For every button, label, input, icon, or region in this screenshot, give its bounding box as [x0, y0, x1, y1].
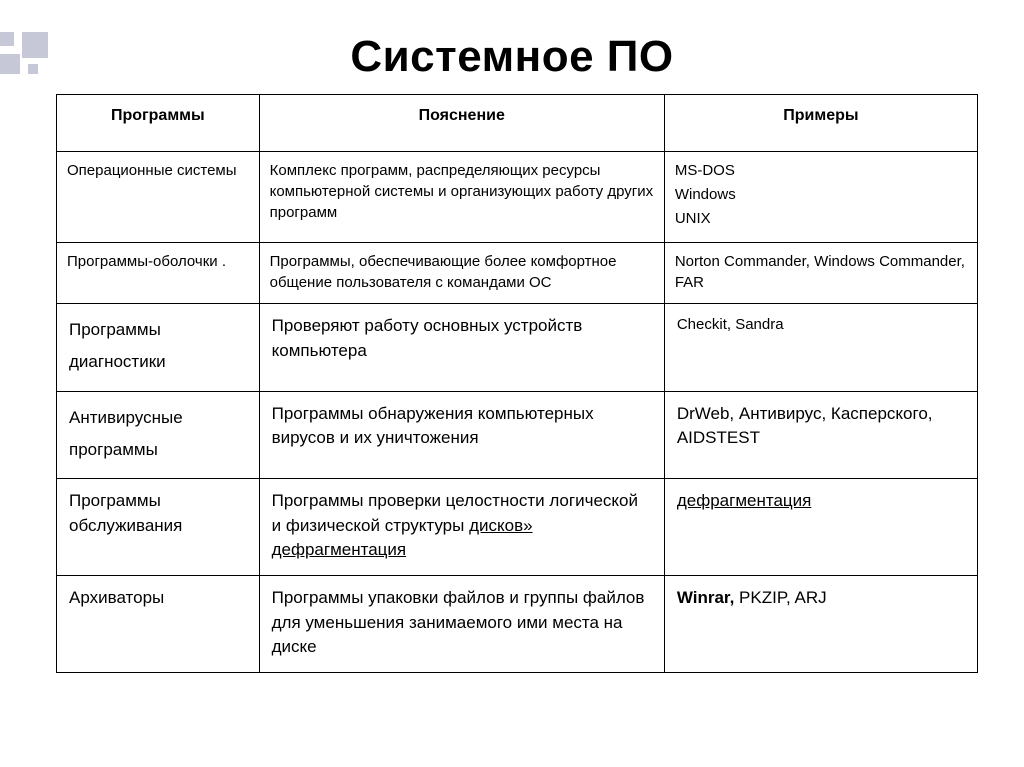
cell-program: Архиваторы	[57, 576, 260, 673]
table-row: Операционные системы Комплекс программ, …	[57, 152, 978, 243]
corner-decoration	[0, 32, 60, 92]
cell-program: Программы обслуживания	[57, 479, 260, 576]
cell-examples: Norton Commander, Windows Commander, FAR	[664, 243, 977, 304]
cell-examples: DrWeb, Антивирус, Касперского, AIDSTEST	[664, 391, 977, 479]
example-bold: Winrar,	[677, 588, 739, 607]
cell-examples: Winrar, PKZIP, ARJ	[664, 576, 977, 673]
slide-title: Системное ПО	[0, 32, 1024, 82]
table-header-row: Программы Пояснение Примеры	[57, 95, 978, 152]
cell-desc: Программы проверки целостности логическо…	[259, 479, 664, 576]
table-row: Антивирусные программы Программы обнаруж…	[57, 391, 978, 479]
header-examples: Примеры	[664, 95, 977, 152]
software-table: Программы Пояснение Примеры Операционные…	[56, 94, 978, 673]
cell-examples: Checkit, Sandra	[664, 304, 977, 392]
example-item: UNIX	[675, 208, 967, 229]
example-rest: PKZIP, ARJ	[739, 588, 827, 607]
example-underline: дефрагментация	[677, 491, 812, 510]
desc-text: Программы проверки целостности логическо…	[272, 491, 638, 535]
example-item: MS-DOS	[675, 160, 967, 181]
header-desc: Пояснение	[259, 95, 664, 152]
table-row: Программы-оболочки . Программы, обеспечи…	[57, 243, 978, 304]
example-item: Windows	[675, 184, 967, 205]
header-programs: Программы	[57, 95, 260, 152]
cell-program: Операционные системы	[57, 152, 260, 243]
cell-desc: Программы, обеспечивающие более комфортн…	[259, 243, 664, 304]
cell-examples: дефрагментация	[664, 479, 977, 576]
cell-program: Программы-оболочки .	[57, 243, 260, 304]
table-row: Архиваторы Программы упаковки файлов и г…	[57, 576, 978, 673]
cell-examples: MS-DOS Windows UNIX	[664, 152, 977, 243]
cell-program: Программы диагностики	[57, 304, 260, 392]
table-row: Программы обслуживания Программы проверк…	[57, 479, 978, 576]
cell-desc: Программы обнаружения компьютер­ных виру…	[259, 391, 664, 479]
cell-desc: Программы упаковки файлов и группы файло…	[259, 576, 664, 673]
table-row: Программы диагностики Проверяют работу о…	[57, 304, 978, 392]
cell-program: Антивирусные программы	[57, 391, 260, 479]
cell-desc: Проверяют работу основных устройств комп…	[259, 304, 664, 392]
cell-desc: Комплекс программ, распределяющих ресурс…	[259, 152, 664, 243]
